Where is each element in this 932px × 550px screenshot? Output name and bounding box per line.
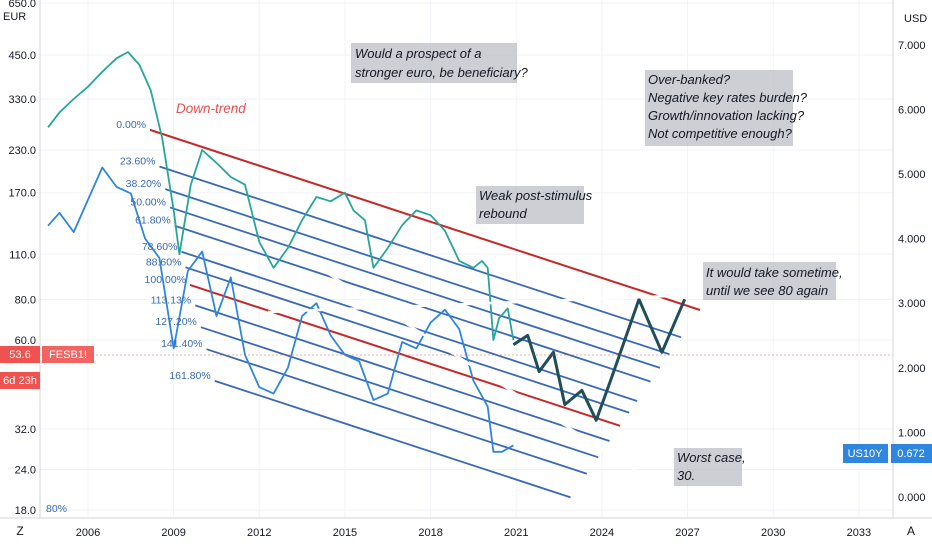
fib-label: 88.60% [146, 256, 182, 268]
symbol-tag: FESB1! [42, 346, 94, 363]
svg-text:Negative key rates burden?: Negative key rates burden? [648, 90, 808, 105]
left-tick-label: 18.0 [15, 505, 36, 517]
fib-line [164, 188, 670, 356]
series-us10y [47, 166, 514, 453]
x-tick-label: 2027 [675, 527, 699, 539]
right-tick-label: 1.000 [898, 427, 926, 439]
series-layer [47, 51, 687, 453]
series-fesb1 [47, 51, 515, 341]
svg-text:0.672: 0.672 [897, 448, 925, 460]
svg-text:rebound: rebound [479, 206, 527, 221]
fib-labels: 0.00% 23.60% 38.20% 50.00% 61.80% 78.60% 88.60… [116, 119, 211, 382]
fib-label: 100.00% [145, 274, 186, 286]
fib-line [169, 206, 661, 369]
x-tick-label: 2009 [161, 527, 185, 539]
svg-text:30.: 30. [677, 468, 695, 483]
fib-line [174, 224, 651, 383]
fib-label: 161.80% [169, 370, 210, 382]
svg-text:FESB1!: FESB1! [49, 349, 87, 361]
fib-label: 141.40% [161, 338, 202, 350]
fib-line [185, 266, 630, 414]
right-tick-label: 7.000 [898, 40, 926, 52]
fib-label: 78.60% [142, 241, 178, 253]
right-axis-ticks: 7.000 6.000 5.000 4.000 3.000 2.000 1.000 0.000 [898, 40, 926, 504]
right-symbol-tag: US10Y [843, 444, 888, 463]
note-sometime: It would take sometime, until we see 80 … [703, 262, 843, 300]
svg-text:Weak post-stimulus: Weak post-stimulus [479, 188, 593, 203]
note-worst: Worst case, 30. [674, 448, 746, 486]
x-tick-label: 2006 [76, 527, 100, 539]
x-tick-label: 2012 [247, 527, 271, 539]
price-tag: 53.6 [0, 346, 40, 363]
bottom-fib-label: 80% [46, 503, 67, 515]
fib-label: 61.80% [135, 215, 171, 227]
right-tick-label: 4.000 [898, 234, 926, 246]
fib-label: 50.00% [130, 196, 166, 208]
left-tick-label: 80.0 [15, 294, 36, 306]
fib-line [200, 326, 599, 459]
series-projection [512, 297, 687, 422]
x-axis-ticks: 2006 2009 2012 2015 2018 2021 2024 2027 2030 2033 [76, 527, 871, 539]
note-prospect: Would a prospect of a stronger euro, be … [351, 43, 528, 83]
auto-scale-button[interactable]: A [907, 524, 915, 538]
svg-text:6d 23h: 6d 23h [3, 375, 37, 387]
left-tick-label: 330.0 [8, 94, 36, 106]
fib-label: 127.20% [155, 316, 196, 328]
right-tick-label: 5.000 [898, 169, 926, 181]
note-questions: Over-banked? Negative key rates burden? … [645, 70, 808, 146]
fib-line [149, 128, 701, 311]
right-tick-label: 6.000 [898, 104, 926, 116]
fib-label: 113.13% [151, 294, 192, 306]
right-axis-unit: USD [904, 13, 927, 25]
left-tick-label: 230.0 [8, 145, 36, 157]
svg-text:53.6: 53.6 [9, 349, 30, 361]
svg-text:It would take sometime,: It would take sometime, [706, 265, 843, 280]
left-tick-label: 170.0 [8, 188, 36, 200]
trend-line [309, 260, 636, 472]
overlays [40, 260, 893, 472]
fib-label: 0.00% [116, 119, 146, 131]
right-tick-label: 3.000 [898, 298, 926, 310]
fib-line [194, 304, 610, 442]
left-tick-label: 450.0 [8, 50, 36, 62]
left-axis-ticks: 650.0 450.0 330.0 230.0 170.0 110.0 80.0 60.0 32… [8, 0, 36, 517]
fib-line [159, 165, 682, 339]
left-axis-unit: EUR [3, 11, 26, 23]
svg-text:Not competitive enough?: Not competitive enough? [648, 126, 793, 141]
fib-line [206, 348, 588, 475]
fib-line [214, 379, 571, 499]
x-tick-label: 2033 [847, 527, 871, 539]
grid [40, 0, 893, 518]
zoom-button[interactable]: Z [16, 524, 23, 538]
note-weak: Weak post-stimulus rebound [476, 186, 593, 224]
svg-text:Growth/innovation lacking?: Growth/innovation lacking? [648, 108, 805, 123]
svg-text:stronger euro, be beneficiary?: stronger euro, be beneficiary? [355, 65, 528, 80]
left-tick-label: 24.0 [15, 465, 36, 477]
x-tick-label: 2030 [761, 527, 785, 539]
svg-text:until we see 80 again: until we see 80 again [706, 283, 828, 298]
countdown-tag: 6d 23h [0, 372, 40, 389]
fib-label: 38.20% [126, 178, 162, 190]
svg-text:Would a prospect of a: Would a prospect of a [355, 46, 481, 61]
fib-label: 23.60% [120, 155, 156, 167]
left-tick-label: 650.0 [8, 0, 36, 10]
left-tick-label: 32.0 [15, 424, 36, 436]
right-tick-label: 0.000 [898, 492, 926, 504]
right-tick-label: 2.000 [898, 363, 926, 375]
downtrend-label: Down-trend [176, 101, 246, 116]
left-tick-label: 110.0 [9, 249, 36, 261]
x-tick-label: 2018 [418, 527, 442, 539]
fib-line [189, 284, 621, 427]
support-line [267, 294, 671, 314]
right-value-tag: 0.672 [891, 444, 932, 463]
left-tick-label: 60.0 [15, 335, 36, 347]
x-tick-label: 2021 [504, 527, 528, 539]
svg-text:US10Y: US10Y [848, 448, 884, 460]
x-tick-label: 2024 [590, 527, 614, 539]
svg-text:Over-banked?: Over-banked? [648, 72, 731, 87]
svg-text:Worst case,: Worst case, [677, 450, 746, 465]
x-tick-label: 2015 [333, 527, 357, 539]
